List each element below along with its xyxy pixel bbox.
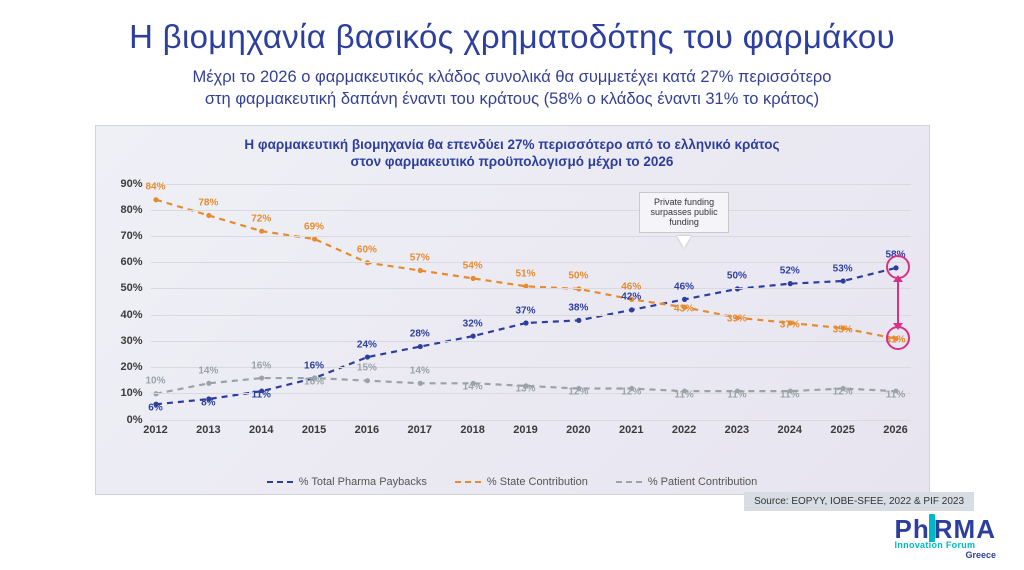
data-point-label: 32% [463, 318, 483, 329]
data-point-label: 54% [463, 261, 483, 272]
data-point-label: 16% [251, 360, 271, 371]
chart-title-line-1: Η φαρμακευτική βιομηχανία θα επενδύει 27… [244, 137, 779, 152]
chart-legend: % Total Pharma Paybacks % State Contribut… [96, 476, 929, 488]
logo-text: PhRMA [895, 514, 996, 542]
data-point-label: 11% [886, 389, 905, 400]
chart-plot-area: 0%10%20%30%40%50%60%70%80%90%20122013201… [151, 184, 911, 420]
data-point-label: 53% [833, 263, 853, 274]
data-point-label: 11% [674, 389, 693, 400]
legend-label: % State Contribution [487, 476, 588, 488]
y-axis-label: 20% [111, 361, 143, 373]
y-axis-label: 40% [111, 309, 143, 321]
data-point-label: 16% [304, 376, 324, 387]
x-axis-label: 2022 [672, 424, 696, 436]
x-axis-label: 2026 [883, 424, 907, 436]
y-axis-label: 0% [111, 414, 143, 426]
x-axis-label: 2017 [408, 424, 432, 436]
data-point-label: 51% [515, 268, 535, 279]
data-point-label: 10% [145, 376, 165, 387]
highlight-gap-arrow-icon [897, 281, 899, 324]
subtitle-line-1: Μέχρι το 2026 ο φαρμακευτικός κλάδος συν… [193, 68, 832, 86]
x-axis-label: 2018 [460, 424, 484, 436]
logo-country: Greece [895, 550, 996, 560]
x-axis-label: 2019 [513, 424, 537, 436]
data-point-label: 50% [568, 271, 588, 282]
legend-item: % State Contribution [455, 476, 588, 488]
x-axis-label: 2012 [143, 424, 167, 436]
data-point-label: 43% [674, 303, 694, 314]
page-subtitle: Μέχρι το 2026 ο φαρμακευτικός κλάδος συν… [50, 66, 974, 111]
subtitle-line-2: στη φαρμακευτική δαπάνη έναντι του κράτο… [205, 90, 819, 108]
data-point-label: 24% [357, 339, 377, 350]
data-point-label: 84% [145, 182, 165, 193]
data-point-label: 57% [410, 253, 430, 264]
data-point-label: 11% [251, 389, 270, 400]
y-axis-label: 50% [111, 282, 143, 294]
data-point-label: 12% [621, 387, 641, 398]
data-point-label: 14% [463, 381, 483, 392]
y-axis-label: 90% [111, 178, 143, 190]
x-axis-label: 2020 [566, 424, 590, 436]
data-point-label: 72% [251, 213, 271, 224]
chart-source: Source: EOPYY, IOBE-SFEE, 2022 & PIF 202… [744, 492, 974, 511]
chart-title-line-2: στον φαρμακευτικό προϋπολογισμό μέχρι το… [351, 154, 674, 169]
x-axis-label: 2013 [196, 424, 220, 436]
chart-container: Η φαρμακευτική βιομηχανία θα επενδύει 27… [95, 125, 930, 495]
y-axis-label: 60% [111, 256, 143, 268]
x-axis-label: 2016 [355, 424, 379, 436]
data-point-label: 78% [198, 198, 218, 209]
data-point-label: 42% [621, 292, 641, 303]
brand-logo: PhRMA Innovation Forum Greece [895, 514, 996, 560]
data-point-label: 11% [727, 389, 746, 400]
data-point-label: 52% [780, 266, 800, 277]
data-point-label: 46% [674, 282, 694, 293]
data-point-label: 46% [621, 282, 641, 293]
legend-label: % Total Pharma Paybacks [299, 476, 427, 488]
x-axis-label: 2023 [725, 424, 749, 436]
data-point-label: 16% [304, 360, 324, 371]
chart-title: Η φαρμακευτική βιομηχανία θα επενδύει 27… [106, 136, 919, 171]
data-point-label: 37% [515, 305, 535, 316]
x-axis-label: 2015 [302, 424, 326, 436]
legend-label: % Patient Contribution [648, 476, 757, 488]
page-title: Η βιομηχανία βασικός χρηματοδότης του φα… [50, 18, 974, 56]
data-point-label: 15% [357, 363, 377, 374]
data-point-label: 28% [410, 329, 430, 340]
data-point-label: 38% [568, 302, 588, 313]
y-axis-label: 30% [111, 335, 143, 347]
data-point-label: 37% [780, 319, 800, 330]
data-point-label: 12% [833, 387, 853, 398]
y-axis-label: 10% [111, 387, 143, 399]
data-point-label: 60% [357, 245, 377, 256]
x-axis-label: 2024 [778, 424, 802, 436]
x-axis-label: 2021 [619, 424, 643, 436]
x-axis-label: 2025 [830, 424, 854, 436]
data-point-label: 12% [568, 387, 588, 398]
data-point-label: 14% [198, 365, 218, 376]
data-point-label: 11% [780, 389, 799, 400]
data-point-label: 6% [148, 402, 162, 413]
data-point-label: 69% [304, 221, 324, 232]
legend-item: % Total Pharma Paybacks [267, 476, 427, 488]
chart-callout: Private fundingsurpasses publicfunding [639, 192, 729, 233]
x-axis-label: 2014 [249, 424, 273, 436]
callout-arrow-icon [677, 236, 691, 248]
legend-item: % Patient Contribution [616, 476, 757, 488]
y-axis-label: 70% [111, 230, 143, 242]
data-point-label: 35% [833, 324, 853, 335]
slide: Η βιομηχανία βασικός χρηματοδότης του φα… [0, 0, 1024, 570]
data-point-label: 13% [515, 384, 535, 395]
data-point-label: 14% [410, 365, 430, 376]
data-point-label: 39% [727, 314, 747, 325]
data-point-label: 50% [727, 271, 747, 282]
data-point-label: 8% [201, 397, 215, 408]
y-axis-label: 80% [111, 204, 143, 216]
